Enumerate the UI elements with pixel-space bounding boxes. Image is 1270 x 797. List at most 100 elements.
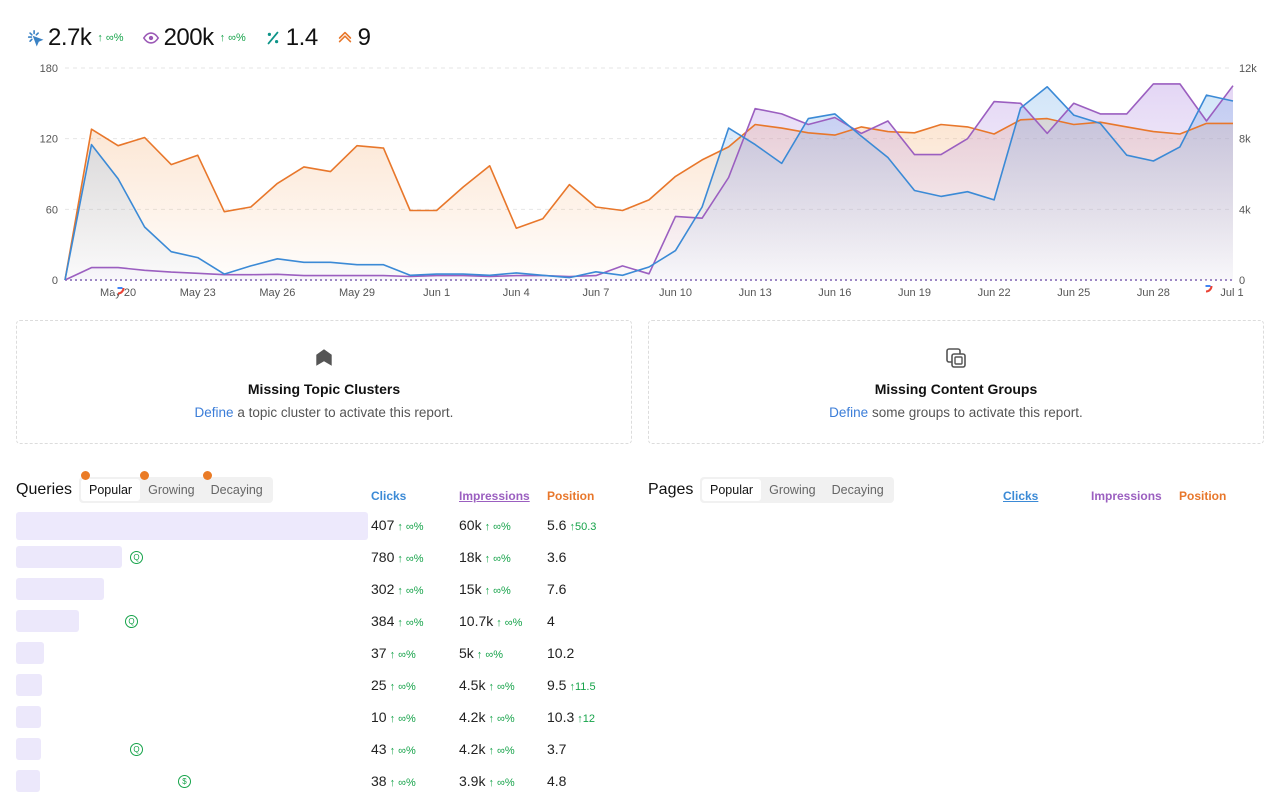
cell-value: 4.2k xyxy=(459,741,486,757)
table-row[interactable]: Q 43 ↑ ∞% 4.2k ↑ ∞% 3.7 xyxy=(0,735,640,767)
impressions-bar xyxy=(16,642,44,664)
card-desc-text: a topic cluster to activate this report. xyxy=(233,405,454,420)
x-tick-label: Jun 10 xyxy=(659,287,692,299)
position-cell: 4.8 xyxy=(547,773,566,789)
clicks-cell: 43 ↑ ∞% xyxy=(371,741,416,757)
tab-label: Popular xyxy=(710,483,754,497)
question-intent-icon: Q xyxy=(125,615,138,628)
clicks-cell: 25 ↑ ∞% xyxy=(371,677,416,693)
table-row[interactable]: Q 780 ↑ ∞% 18k ↑ ∞% 3.6 xyxy=(0,543,640,575)
tab-decaying[interactable]: Decaying xyxy=(202,471,271,501)
cell-value: 302 xyxy=(371,581,395,597)
y-right-tick-label: 4k xyxy=(1239,204,1251,216)
clicks-delta: ↑ ∞% xyxy=(97,32,124,44)
position-column-header[interactable]: Position xyxy=(1179,489,1227,503)
impressions-column-header[interactable]: Impressions xyxy=(459,489,530,503)
cell-delta: ↑ ∞% xyxy=(488,713,515,725)
position-cell: 3.6 xyxy=(547,549,566,565)
cell-value: 780 xyxy=(371,549,395,565)
queries-tabs: Popular Growing Decaying xyxy=(79,471,273,503)
x-tick-label: Jun 25 xyxy=(1057,287,1090,299)
ctr-stat: 1.4 xyxy=(264,24,318,52)
cell-delta: ↑ ∞% xyxy=(389,649,416,661)
x-tick-label: Jun 7 xyxy=(582,287,609,299)
table-row[interactable]: Q 384 ↑ ∞% 10.7k ↑ ∞% 4 xyxy=(0,607,640,639)
clicks-cell: 780 ↑ ∞% xyxy=(371,549,424,565)
y-left-tick-label: 60 xyxy=(46,204,58,216)
clicks-cell: 37 ↑ ∞% xyxy=(371,645,416,661)
cell-value: 37 xyxy=(371,645,387,661)
position-cell: 5.6 ↑50.3 xyxy=(547,517,596,533)
queries-title: Queries xyxy=(16,481,73,498)
tab-popular[interactable]: Popular xyxy=(81,471,141,501)
card-description: Define a topic cluster to activate this … xyxy=(17,405,631,420)
x-tick-label: Jul 1 xyxy=(1220,287,1243,299)
tab-growing[interactable]: Growing xyxy=(140,471,203,501)
y-left-tick-label: 120 xyxy=(40,134,58,146)
table-row[interactable]: 37 ↑ ∞% 5k ↑ ∞% 10.2 xyxy=(0,639,640,671)
table-row[interactable]: 407 ↑ ∞% 60k ↑ ∞% 5.6 ↑50.3 xyxy=(0,511,640,543)
series-line xyxy=(64,86,1234,281)
card-title: Missing Topic Clusters xyxy=(247,381,401,397)
impressions-column-header[interactable]: Impressions xyxy=(1091,489,1162,503)
cell-value: 10.7k xyxy=(459,613,494,629)
impressions-cell: 60k ↑ ∞% xyxy=(459,517,511,533)
stats-bar: 2.7k ↑ ∞% 200k ↑ ∞% 1.4 9 xyxy=(26,24,371,52)
cell-delta: ↑ ∞% xyxy=(484,585,511,597)
table-row[interactable]: $38 ↑ ∞% 3.9k ↑ ∞% 4.8 xyxy=(0,767,640,797)
x-tick-label: Jun 22 xyxy=(978,287,1011,299)
cell-delta: ↑ ∞% xyxy=(389,713,416,725)
clicks-column-header[interactable]: Clicks xyxy=(1003,489,1039,503)
x-tick-label: Jun 4 xyxy=(503,287,530,299)
series-line xyxy=(64,117,1233,281)
clicks-stat: 2.7k ↑ ∞% xyxy=(26,24,124,52)
position-cell: 3.7 xyxy=(547,741,566,757)
question-intent-icon: Q xyxy=(130,743,143,756)
impressions-cell: 5k ↑ ∞% xyxy=(459,645,503,661)
impressions-cell: 10.7k ↑ ∞% xyxy=(459,613,522,629)
x-tick-label: Jun 16 xyxy=(818,287,851,299)
clicks-column-header[interactable]: Clicks xyxy=(371,489,407,503)
define-link[interactable]: Define xyxy=(829,405,869,420)
cell-value: 407 xyxy=(371,517,395,533)
cell-value: 5.6 xyxy=(547,517,567,533)
impressions-bar xyxy=(16,610,79,632)
cell-value: 38 xyxy=(371,773,387,789)
cell-delta: ↑ ∞% xyxy=(476,649,503,661)
cell-delta: ↑ ∞% xyxy=(496,617,523,629)
impressions-value: 200k xyxy=(163,24,215,51)
cell-delta: ↑ ∞% xyxy=(397,617,424,629)
google-update-icon[interactable] xyxy=(111,281,125,295)
cell-delta: ↑ ∞% xyxy=(488,777,515,789)
cell-delta: ↑ ∞% xyxy=(397,585,424,597)
status-dot xyxy=(81,471,90,480)
cell-value: 43 xyxy=(371,741,387,757)
series-area xyxy=(65,86,1233,280)
position-cell: 4 xyxy=(547,613,555,629)
tab-label: Decaying xyxy=(831,483,884,497)
cell-value: 18k xyxy=(459,549,482,565)
topic-clusters-card: Missing Topic Clusters Define a topic cl… xyxy=(16,320,632,444)
tab-growing[interactable]: Growing xyxy=(761,479,824,501)
impressions-bar xyxy=(16,578,104,600)
cell-delta: ↑11.5 xyxy=(569,681,596,693)
content-groups-card: Missing Content Groups Define some group… xyxy=(648,320,1264,444)
tab-label: Growing xyxy=(148,483,195,497)
define-link[interactable]: Define xyxy=(194,405,234,420)
table-row[interactable]: 10 ↑ ∞% 4.2k ↑ ∞% 10.3 ↑12 xyxy=(0,703,640,735)
tab-popular[interactable]: Popular xyxy=(702,479,762,501)
table-row[interactable]: 302 ↑ ∞% 15k ↑ ∞% 7.6 xyxy=(0,575,640,607)
cell-delta: ↑ ∞% xyxy=(488,745,515,757)
cell-delta: ↑ ∞% xyxy=(397,553,424,565)
status-dot xyxy=(140,471,150,480)
status-dot xyxy=(202,471,212,480)
position-column-header[interactable]: Position xyxy=(547,489,595,503)
x-tick-label: Jun 28 xyxy=(1137,287,1170,299)
impressions-bar xyxy=(16,674,42,696)
cell-value: 25 xyxy=(371,677,387,693)
tab-decaying[interactable]: Decaying xyxy=(824,479,892,501)
google-update-icon[interactable] xyxy=(1199,279,1213,293)
table-row[interactable]: 25 ↑ ∞% 4.5k ↑ ∞% 9.5 ↑11.5 xyxy=(0,671,640,703)
question-intent-icon: Q xyxy=(130,551,143,564)
